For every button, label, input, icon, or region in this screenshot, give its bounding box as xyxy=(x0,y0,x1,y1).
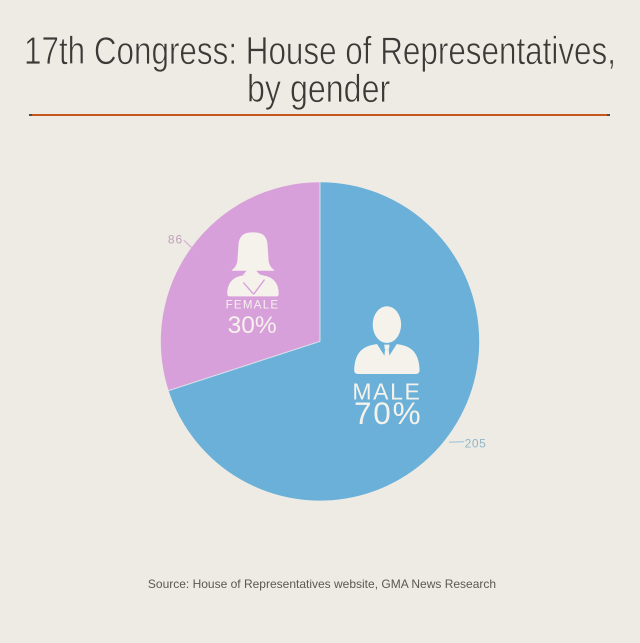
svg-text:MALE: MALE xyxy=(352,378,421,404)
svg-text:205: 205 xyxy=(465,436,487,450)
svg-text:86: 86 xyxy=(168,233,183,247)
svg-text:70%: 70% xyxy=(354,395,422,431)
svg-text:30%: 30% xyxy=(228,312,277,339)
svg-text:FEMALE: FEMALE xyxy=(226,300,280,312)
